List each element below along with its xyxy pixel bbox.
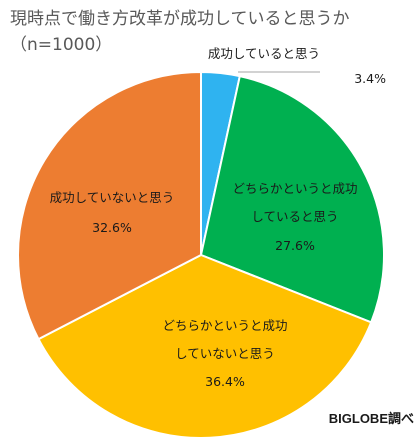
chart-title: 現時点で働き方改革が成功していると思うか （n=1000） bbox=[10, 6, 350, 58]
slice-value-4: 32.6% bbox=[92, 220, 132, 235]
slice-value-1: 3.4% bbox=[354, 71, 386, 86]
chart-title-line-1: 現時点で働き方改革が成功していると思うか bbox=[10, 9, 350, 29]
chart-title-line-2: （n=1000） bbox=[10, 35, 113, 55]
source-credit: BIGLOBE調べ bbox=[328, 411, 414, 426]
slice-label-3-line-2: していないと思う bbox=[175, 346, 275, 361]
slice-label-2-line-1: どちらかというと成功 bbox=[232, 181, 357, 196]
pie-labels: 成功していると思う3.4%どちらかというと成功していると思う27.6%どちらかと… bbox=[50, 46, 386, 389]
slice-label-3-line-1: どちらかというと成功 bbox=[162, 318, 287, 333]
pie-slice-4 bbox=[17, 70, 202, 341]
slice-label-2-line-2: していると思う bbox=[251, 209, 338, 224]
slice-value-2: 27.6% bbox=[275, 238, 315, 253]
pie-slice-2 bbox=[199, 74, 385, 324]
slice-label-1: 成功していると思う bbox=[208, 46, 320, 61]
slice-value-3: 36.4% bbox=[205, 374, 245, 389]
slice-label-4: 成功していないと思う bbox=[50, 190, 175, 205]
pie-slice-3 bbox=[37, 253, 373, 439]
pie-slices bbox=[17, 70, 385, 439]
